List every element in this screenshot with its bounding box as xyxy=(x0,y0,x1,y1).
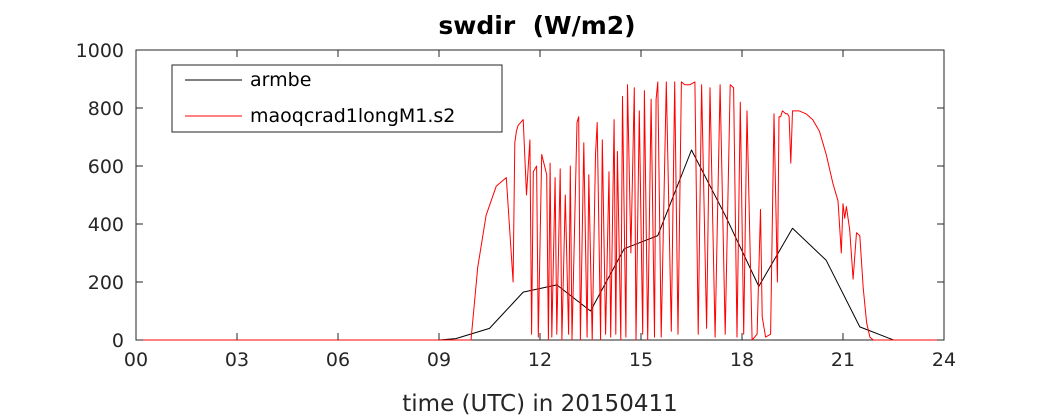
chart-title: swdir (W/m2) xyxy=(438,11,635,40)
x-ticks: 00 03 06 09 12 15 18 21 24 xyxy=(124,50,956,371)
legend-box xyxy=(171,64,503,133)
series-line-armbe xyxy=(136,149,944,341)
y-tick-label: 400 xyxy=(88,214,124,236)
y-tick-label: 800 xyxy=(88,98,124,120)
series-line-maoqcrad1longM1 xyxy=(136,81,944,341)
x-tick-label: 18 xyxy=(730,349,754,371)
y-tick-label: 0 xyxy=(112,330,124,352)
x-tick-label: 24 xyxy=(932,349,956,371)
x-tick-label: 21 xyxy=(831,349,855,371)
legend-label-armbe: armbe xyxy=(250,69,311,91)
legend-label-maoqcrad: maoqcrad1longM1.s2 xyxy=(250,105,455,127)
legend: armbe maoqcrad1longM1.s2 xyxy=(171,64,503,133)
y-tick-label: 200 xyxy=(88,272,124,294)
y-tick-label: 600 xyxy=(88,156,124,178)
y-tick-label: 1000 xyxy=(76,40,124,62)
series-layer xyxy=(136,81,944,341)
x-tick-label: 03 xyxy=(225,349,249,371)
x-tick-label: 00 xyxy=(124,349,148,371)
y-ticks: 0 200 400 600 800 1000 xyxy=(76,40,944,352)
x-tick-label: 15 xyxy=(629,349,653,371)
x-tick-label: 06 xyxy=(326,349,350,371)
x-tick-label: 09 xyxy=(427,349,451,371)
x-axis-label: time (UTC) in 20150411 xyxy=(402,391,677,417)
x-tick-label: 12 xyxy=(528,349,552,371)
